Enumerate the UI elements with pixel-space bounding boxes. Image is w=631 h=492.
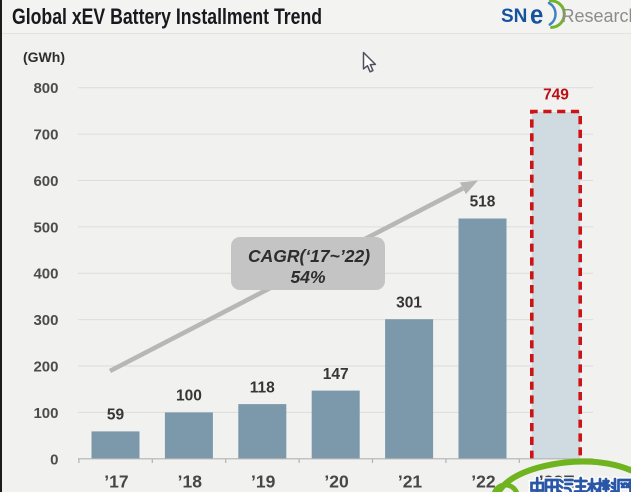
svg-text:’19: ’19 [251,471,276,491]
svg-text:118: 118 [250,379,275,396]
svg-text:’22: ’22 [471,471,496,491]
svg-text:749: 749 [543,87,569,104]
svg-text:800: 800 [33,80,58,97]
svg-text:100: 100 [176,388,202,405]
svg-text:147: 147 [323,366,349,383]
svg-text:0: 0 [50,451,58,468]
svg-text:400: 400 [33,266,58,283]
svg-text:Research: Research [562,6,631,26]
svg-text:’17: ’17 [104,471,128,491]
svg-text:59: 59 [107,407,125,424]
svg-text:’20: ’20 [324,471,349,491]
svg-text:700: 700 [33,127,58,144]
svg-text:200: 200 [33,359,58,376]
svg-text:100: 100 [33,405,58,422]
svg-text:54%: 54% [290,267,325,287]
svg-text:(GWh): (GWh) [23,49,65,65]
svg-text:600: 600 [33,173,58,190]
svg-text:CAGR(‘17~’22): CAGR(‘17~’22) [248,246,370,266]
svg-text:e: e [530,1,543,30]
svg-text:300: 300 [33,312,58,329]
svg-text:’18: ’18 [178,471,203,491]
svg-text:301: 301 [396,294,422,311]
svg-text:SN: SN [501,6,527,27]
svg-text:518: 518 [470,194,496,211]
svg-text:500: 500 [33,219,58,236]
svg-text:’21: ’21 [398,471,423,491]
